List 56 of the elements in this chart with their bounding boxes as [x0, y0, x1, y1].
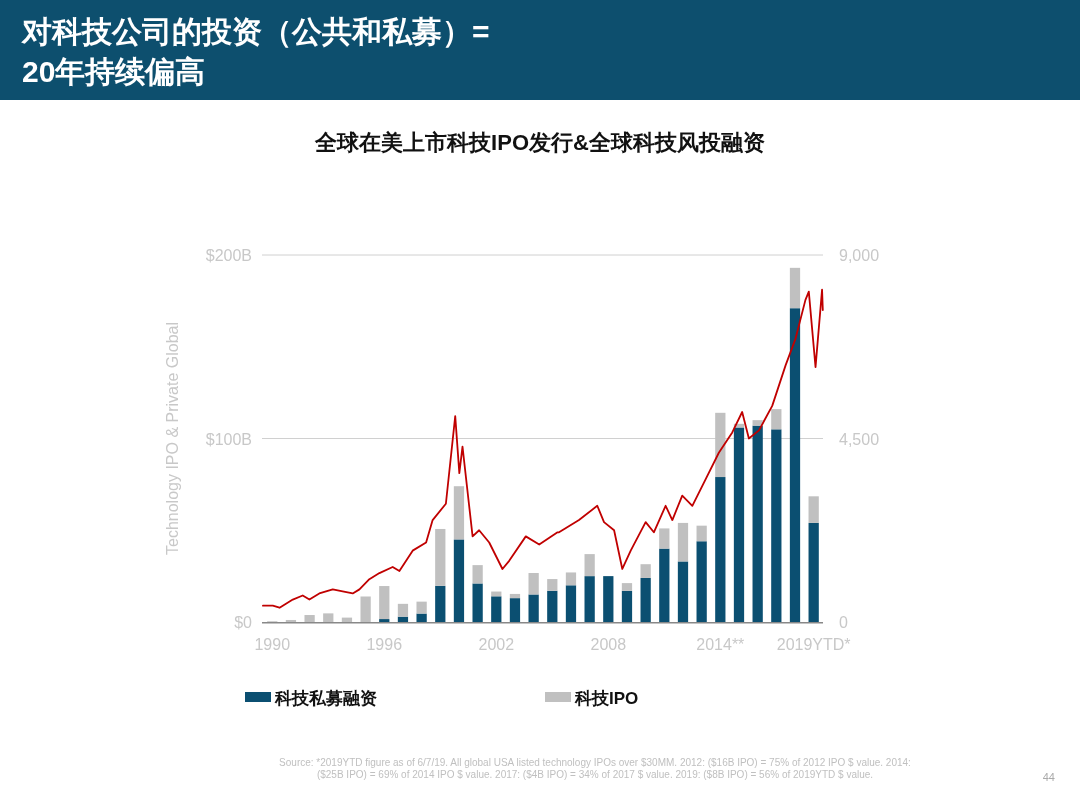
- bar: [435, 528, 446, 586]
- bar: [733, 427, 745, 622]
- bar: [789, 267, 801, 309]
- bar: [696, 525, 707, 542]
- bar: [659, 528, 670, 549]
- bar: [715, 412, 726, 478]
- bar: [789, 308, 801, 622]
- bar: [565, 585, 577, 622]
- bar: [528, 594, 539, 622]
- chart-subtitle: 全球在美上市科技IPO发行&全球科技风投融资: [314, 130, 765, 155]
- text: 44: [1042, 771, 1055, 783]
- bar: [397, 616, 409, 622]
- bar: [603, 576, 614, 622]
- bar: [715, 477, 726, 622]
- legend-label: 科技IPO: [574, 689, 639, 708]
- line-series: [262, 288, 824, 609]
- bar: [771, 409, 782, 430]
- bar: [621, 583, 633, 591]
- bar: [379, 586, 390, 620]
- bar: [453, 539, 465, 622]
- bar: [416, 601, 427, 614]
- source-note: Source: *2019YTD figure as of 6/7/19. All global USA listed technology IPOs over $30MM. 2012: ($16B IPO) = 75% of 2012 IPO $ value. 2014: ($25B IPO) = 69% of 2014 IPO $ value. 2017: ($4B IPO) = 34% of 2017 $ value. 2019: ($8B IPO) = 56% of 2019YTD $ value.: [279, 757, 911, 780]
- bar: [360, 596, 371, 622]
- bar: [379, 619, 390, 622]
- bar: [472, 583, 483, 622]
- bar: [323, 613, 334, 622]
- bar: [453, 486, 465, 540]
- bar: [472, 565, 483, 584]
- bar: [677, 561, 689, 622]
- bar: [509, 593, 521, 599]
- bar: [584, 554, 595, 577]
- chart-title: 对科技公司的投资（公共和私募）= 20年持续偏高: [21, 15, 490, 88]
- bar: [752, 420, 763, 426]
- bar: [285, 619, 297, 622]
- bar: [808, 496, 819, 523]
- legend-label: 科技私募融资: [274, 689, 377, 708]
- bar: [808, 522, 819, 622]
- bar: [640, 564, 651, 578]
- bar: [640, 577, 651, 622]
- bar: [659, 548, 670, 622]
- bar: [565, 572, 577, 586]
- bar: [491, 596, 502, 622]
- bar: [584, 576, 595, 622]
- bar: [621, 590, 633, 622]
- bar: [416, 613, 427, 622]
- bar: [696, 541, 707, 622]
- bar: [547, 590, 558, 622]
- bar: [547, 579, 558, 591]
- bar: [528, 573, 539, 595]
- bar: [771, 429, 782, 622]
- bar: [435, 585, 446, 622]
- bar: [752, 425, 763, 622]
- bar: [677, 522, 689, 562]
- bar: [397, 603, 409, 617]
- bar: [509, 598, 521, 622]
- bar: [304, 615, 315, 622]
